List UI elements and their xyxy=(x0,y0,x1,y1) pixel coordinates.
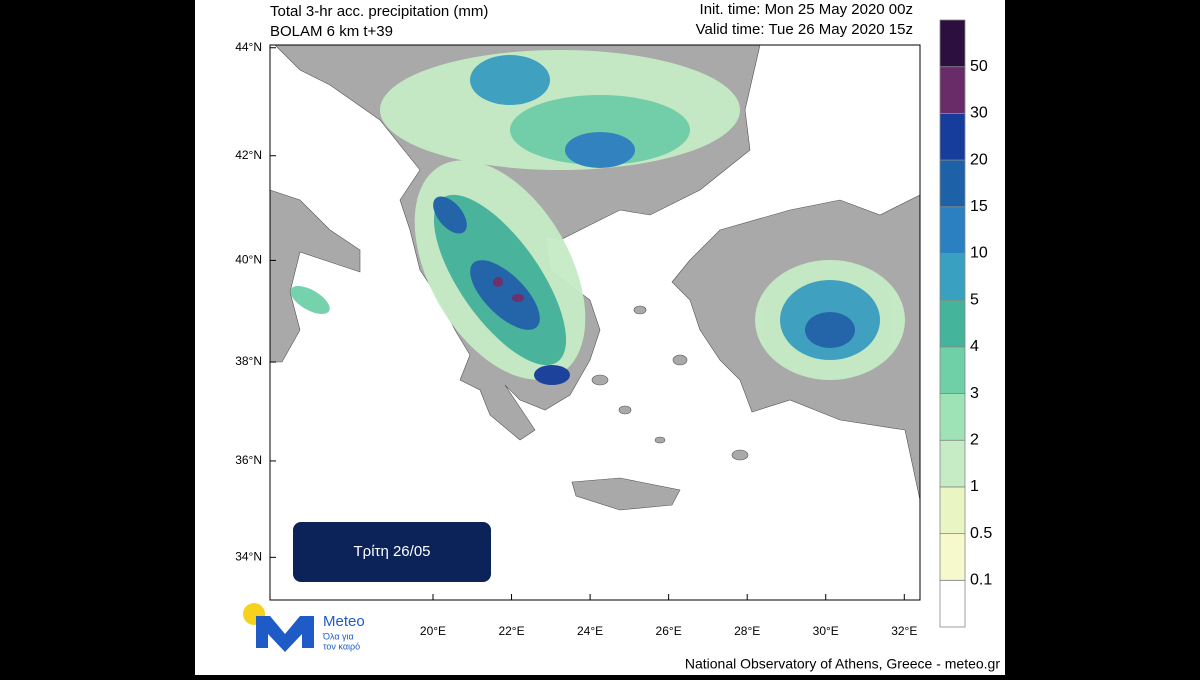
x-tick-label: 26°E xyxy=(656,624,682,638)
colorbar-label: 30 xyxy=(970,105,988,122)
colorbar-label: 1 xyxy=(970,478,979,495)
logo-tagline: τον καιρό xyxy=(323,641,360,651)
precip-area xyxy=(534,365,570,385)
italy xyxy=(269,189,361,363)
colorbar-label: 5 xyxy=(970,291,979,308)
colorbar-box xyxy=(939,579,966,628)
logo: Meteo Όλα για τον καιρό xyxy=(243,603,365,652)
y-tick-label: 36°N xyxy=(235,453,262,467)
y-tick-label: 44°N xyxy=(235,40,262,54)
y-tick-label: 34°N xyxy=(235,550,262,564)
colorbar-label: 0.1 xyxy=(970,572,992,589)
date-badge xyxy=(293,522,491,582)
precip-area xyxy=(510,95,690,165)
y-tick-label: 38°N xyxy=(235,354,262,368)
footer: National Observatory of Athens, Greece -… xyxy=(685,656,1000,672)
x-tick-label: 22°E xyxy=(498,624,524,638)
y-tick-label: 42°N xyxy=(235,148,262,162)
precip-area xyxy=(565,132,635,168)
crete xyxy=(571,477,681,511)
colorbar-label: 20 xyxy=(970,151,988,168)
colorbar-label: 4 xyxy=(970,338,979,355)
colorbar-box xyxy=(939,66,966,114)
logo-name: Meteo xyxy=(323,613,365,630)
valid-time: Valid time: Tue 26 May 2020 15z xyxy=(696,21,913,38)
island xyxy=(618,405,632,415)
precip-area xyxy=(470,55,550,105)
colorbar-label: 0.5 xyxy=(970,525,992,542)
title: Total 3-hr acc. precipitation (mm) xyxy=(270,3,488,20)
date-badge-text: Τρίτη 26/05 xyxy=(354,543,431,560)
x-tick-label: 24°E xyxy=(577,624,603,638)
island xyxy=(591,374,609,386)
colorbar-box xyxy=(939,346,966,394)
map xyxy=(269,44,921,601)
x-tick-label: 32°E xyxy=(891,624,917,638)
init-time: Init. time: Mon 25 May 2020 00z xyxy=(700,1,913,18)
logo-tagline: Όλα για xyxy=(322,631,354,641)
map-frame xyxy=(269,44,921,601)
island xyxy=(672,354,688,366)
colorbar-box xyxy=(939,159,966,208)
precip-area xyxy=(493,277,503,287)
logo-mark xyxy=(256,616,314,652)
colorbar-box xyxy=(939,253,966,301)
island xyxy=(731,449,749,461)
colorbar-label: 2 xyxy=(970,431,979,448)
precip-area xyxy=(512,294,524,302)
island xyxy=(633,305,647,315)
island xyxy=(654,436,666,444)
colorbar: 0.1 0.5 1 2 3 4 5 10 15 20 30 50 xyxy=(939,19,992,628)
x-tick-label: 20°E xyxy=(420,624,446,638)
precip-area xyxy=(433,196,467,234)
colorbar-box xyxy=(939,533,966,581)
precipitation xyxy=(290,50,905,385)
colorbar-label: 10 xyxy=(970,245,988,262)
x-tick-label: 28°E xyxy=(734,624,760,638)
subtitle: BOLAM 6 km t+39 xyxy=(270,23,393,40)
colorbar-box xyxy=(939,112,966,161)
x-tick-label: 30°E xyxy=(813,624,839,638)
colorbar-box xyxy=(939,19,966,68)
colorbar-box xyxy=(939,206,966,254)
precip-area xyxy=(470,260,540,330)
colorbar-box xyxy=(939,299,966,348)
precip-area xyxy=(805,312,855,348)
colorbar-box xyxy=(939,486,966,535)
colorbar-label: 3 xyxy=(970,385,979,402)
colorbar-label: 15 xyxy=(970,198,988,215)
y-tick-label: 40°N xyxy=(235,253,262,267)
colorbar-box xyxy=(939,439,966,488)
colorbar-box xyxy=(939,393,966,441)
colorbar-label: 50 xyxy=(970,58,988,75)
precip-area xyxy=(290,286,330,314)
